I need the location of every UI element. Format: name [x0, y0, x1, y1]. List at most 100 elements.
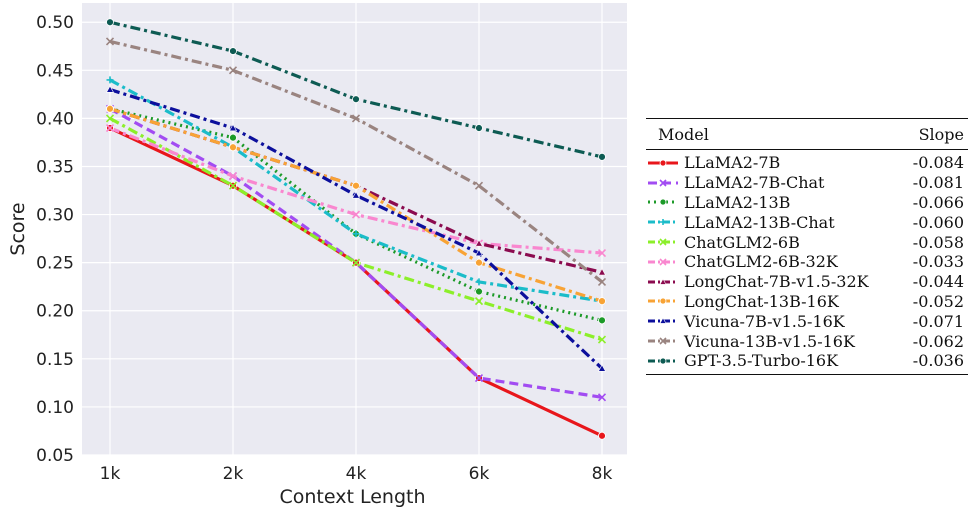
y-tick-label: 0.35 — [36, 157, 74, 177]
legend-swatch — [646, 275, 680, 289]
legend-slope-value: -0.062 — [912, 331, 964, 351]
data-point — [475, 287, 483, 296]
legend-row: ChatGLM2-6B-32K -0.033 — [646, 252, 968, 272]
data-point — [597, 335, 607, 344]
data-point — [659, 278, 667, 285]
legend-swatch — [646, 314, 680, 328]
y-tick-label: 0.05 — [36, 446, 74, 466]
legend-swatch — [646, 176, 680, 190]
legend-swatch — [646, 334, 680, 348]
legend-row: LLaMA2-7B -0.084 — [646, 153, 968, 173]
table-header: Model Slope — [646, 119, 968, 149]
data-point — [228, 66, 238, 75]
data-point — [228, 181, 238, 190]
data-point — [659, 159, 667, 167]
data-point — [660, 219, 666, 226]
x-tick-label: 8k — [592, 464, 613, 484]
data-point — [597, 268, 607, 276]
grid-lines — [82, 3, 627, 456]
legend-swatch — [646, 235, 680, 249]
data-point — [351, 210, 361, 219]
legend-slope-value: -0.071 — [912, 311, 964, 331]
table-bottom-rule — [646, 373, 968, 375]
data-point — [475, 258, 483, 267]
legend-row: LongChat-7B-v1.5-32K -0.044 — [646, 272, 968, 292]
data-point — [229, 133, 237, 142]
legend-row: Vicuna-7B-v1.5-16K -0.071 — [646, 311, 968, 331]
legend-model-name: LLaMA2-7B — [684, 153, 781, 173]
data-point — [106, 76, 114, 84]
data-markers — [105, 18, 607, 440]
legend-model-name: ChatGLM2-6B — [684, 232, 800, 252]
legend-slope-value: -0.052 — [912, 291, 964, 311]
data-point — [597, 364, 607, 372]
data-point — [105, 114, 115, 123]
data-point — [659, 317, 667, 324]
data-point — [659, 357, 667, 365]
legend-slope-value: -0.084 — [912, 153, 964, 173]
data-point — [659, 179, 667, 187]
legend-row: LLaMA2-7B-Chat -0.081 — [646, 173, 968, 193]
y-tick-label: 0.25 — [36, 254, 74, 274]
data-point — [597, 277, 607, 286]
data-point — [597, 248, 607, 258]
legend-slope-value: -0.058 — [912, 232, 964, 252]
data-point — [659, 298, 667, 305]
legend-row: LongChat-13B-16K -0.052 — [646, 292, 968, 312]
legend-model-name: Vicuna-7B-v1.5-16K — [684, 311, 845, 331]
legend-row: LLaMA2-13B-Chat -0.060 — [646, 212, 968, 232]
legend-slope-value: -0.044 — [912, 272, 964, 292]
legend-row: GPT-3.5-Turbo-16K -0.036 — [646, 351, 968, 371]
legend-swatch — [646, 156, 680, 170]
header-slope: Slope — [918, 124, 964, 144]
legend-slope-value: -0.060 — [912, 212, 964, 232]
legend-swatch — [646, 294, 680, 308]
legend-row: LLaMA2-13B -0.066 — [646, 193, 968, 213]
data-point — [229, 47, 237, 55]
legend-model-name: ChatGLM2-6B-32K — [684, 252, 838, 272]
legend-model-name: LongChat-7B-v1.5-32K — [684, 272, 869, 292]
x-tick-label: 4k — [346, 464, 367, 484]
y-tick-label: 0.15 — [36, 350, 74, 370]
data-point — [105, 123, 115, 133]
header-model: Model — [658, 124, 709, 144]
data-point — [351, 114, 361, 123]
data-point — [659, 238, 667, 246]
y-tick-label: 0.45 — [36, 61, 74, 81]
data-point — [105, 37, 115, 46]
legend-slope-value: -0.081 — [912, 173, 964, 193]
legend-row: ChatGLM2-6B -0.058 — [646, 232, 968, 252]
legend-row: Vicuna-13B-v1.5-16K -0.062 — [646, 331, 968, 351]
legend-swatch — [646, 255, 680, 269]
legend-model-name: LLaMA2-7B-Chat — [684, 173, 825, 193]
series-line-vicuna-7b-v1-5-16k — [109, 88, 604, 370]
table-top-rule — [646, 118, 968, 119]
line-chart: 0.05 0.10 0.15 0.20 0.25 0.30 0.35 0.40 0.45 0.50… — [7, 3, 627, 508]
y-axis-label: Score — [7, 202, 29, 255]
legend-model-name: LLaMA2-13B — [684, 192, 791, 212]
data-point — [597, 393, 607, 402]
data-point — [474, 181, 484, 190]
y-tick-label: 0.30 — [36, 206, 74, 226]
legend-table: Model Slope LLaMA2-7B -0.084 LLaMA2-7B-Cha… — [646, 118, 968, 375]
data-point — [352, 181, 360, 190]
data-point — [352, 230, 360, 238]
legend-model-name: Vicuna-13B-v1.5-16K — [684, 331, 855, 351]
data-point — [598, 152, 606, 161]
data-point — [351, 258, 361, 267]
data-point — [228, 123, 238, 132]
data-point — [474, 248, 484, 257]
data-point — [659, 199, 667, 206]
data-point — [474, 297, 484, 306]
series-line-chatglm2-6b — [109, 117, 603, 342]
data-point — [598, 297, 606, 306]
legend-model-name: LLaMA2-13B-Chat — [684, 212, 835, 232]
legend-swatch — [646, 195, 680, 209]
data-point — [659, 258, 667, 266]
y-tick-label: 0.40 — [36, 109, 74, 129]
legend-swatch — [646, 215, 680, 229]
data-point — [475, 124, 483, 132]
data-point — [229, 143, 237, 152]
y-tick-label: 0.50 — [36, 13, 74, 33]
data-point — [105, 85, 115, 93]
